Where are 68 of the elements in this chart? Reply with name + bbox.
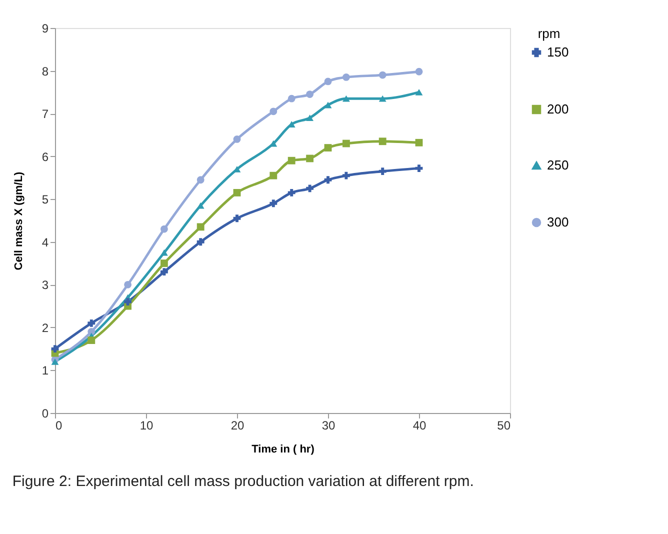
- point: [306, 114, 314, 122]
- point: [324, 176, 332, 184]
- y-tick-label: 7: [42, 107, 49, 122]
- point: [378, 95, 386, 102]
- point: [378, 71, 386, 79]
- point: [342, 172, 350, 180]
- point: [88, 328, 96, 336]
- point: [196, 176, 204, 184]
- point: [342, 73, 350, 81]
- point: [160, 249, 168, 256]
- point: [196, 223, 204, 231]
- point: [415, 164, 423, 172]
- point: [88, 319, 96, 327]
- point: [270, 108, 278, 116]
- x-tick-label: 10: [140, 418, 154, 432]
- point: [415, 88, 423, 96]
- point: [270, 172, 278, 180]
- point: [288, 188, 296, 196]
- point: [196, 238, 204, 246]
- point: [124, 280, 132, 288]
- caption: Figure 2: Experimental cell mass production variation at different rpm.: [12, 473, 474, 490]
- point: [88, 336, 96, 344]
- point: [124, 298, 132, 306]
- x-tick-label: 30: [322, 418, 336, 432]
- point: [233, 136, 241, 143]
- y-tick-label: 6: [42, 150, 49, 164]
- point: [270, 200, 278, 208]
- point: [233, 188, 241, 196]
- legend-title: rpm: [538, 26, 560, 41]
- y-tick-label: 2: [42, 320, 49, 335]
- point: [160, 268, 168, 276]
- x-tick-label: 50: [497, 418, 511, 432]
- x-tick-label: 20: [230, 418, 244, 432]
- point: [160, 225, 168, 233]
- point: [51, 345, 59, 353]
- point: [196, 202, 204, 209]
- legend-label: 250: [547, 158, 569, 172]
- legend-label: 200: [547, 102, 569, 116]
- point: [324, 78, 332, 86]
- x-axis-title: Time in ( hr): [252, 444, 315, 456]
- point: [324, 144, 332, 152]
- x-tick-label: 40: [412, 418, 426, 432]
- legend-label: 300: [547, 214, 569, 230]
- x-tick-label: 0: [56, 418, 62, 432]
- point: [288, 94, 296, 102]
- legend-label: 150: [547, 44, 569, 60]
- point: [378, 168, 386, 176]
- point: [160, 260, 168, 267]
- point: [342, 140, 350, 148]
- y-tick-label: 9: [42, 22, 49, 36]
- point: [51, 358, 59, 365]
- point: [306, 90, 314, 98]
- point: [415, 68, 423, 76]
- y-axis-title: Cell mass X (gm/L): [12, 171, 25, 270]
- y-tick-label: 5: [42, 192, 49, 207]
- point: [324, 102, 332, 108]
- point: [378, 138, 386, 146]
- point: [233, 214, 241, 222]
- y-tick-label: 0: [42, 406, 49, 420]
- point: [306, 154, 314, 162]
- y-tick-label: 3: [42, 278, 49, 292]
- point: [415, 138, 423, 146]
- point: [306, 184, 314, 192]
- y-tick-label: 4: [42, 235, 49, 250]
- point: [342, 95, 350, 102]
- y-tick-label: 1: [42, 364, 49, 378]
- point: [288, 156, 296, 164]
- y-tick-label: 8: [42, 64, 49, 78]
